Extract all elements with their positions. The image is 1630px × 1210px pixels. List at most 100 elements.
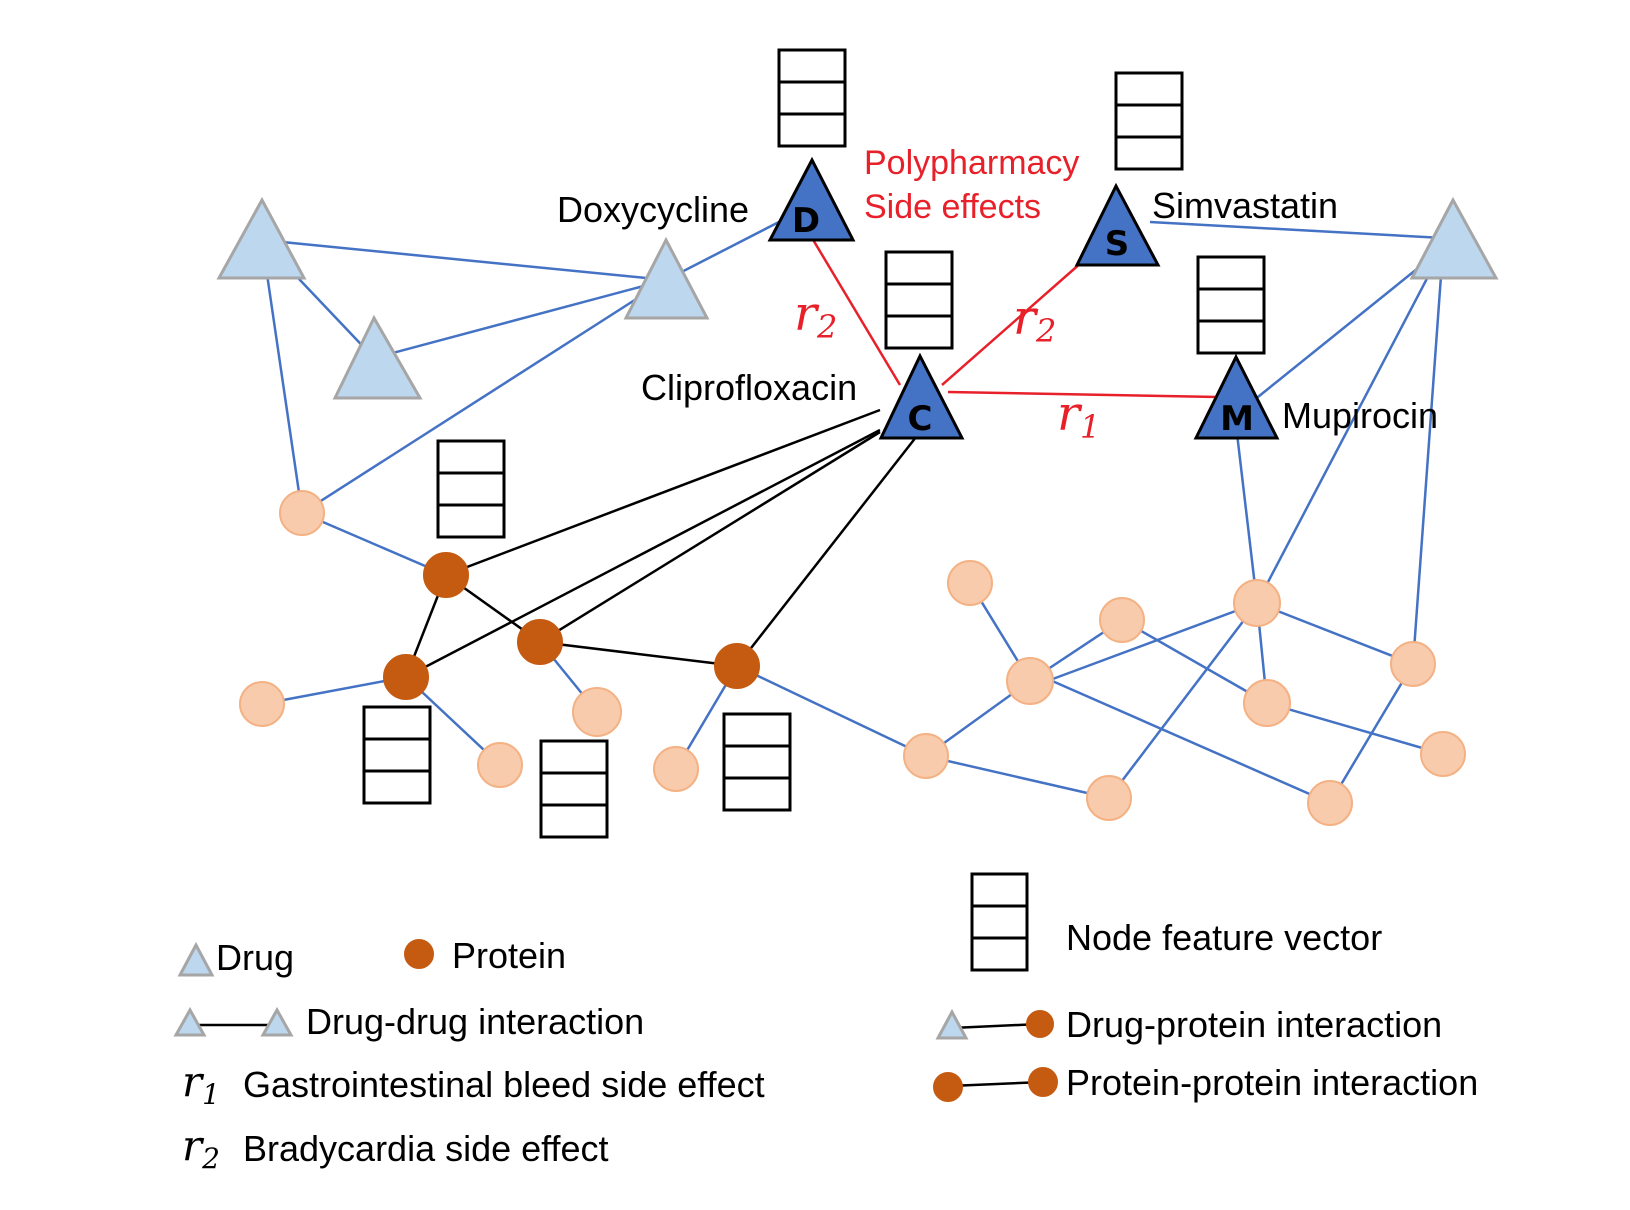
- drug-node-mupirocin: [1193, 353, 1280, 440]
- protein-node: [1243, 679, 1291, 727]
- legend-drug-protein-icon-protein: [1026, 1010, 1054, 1038]
- edge: [1108, 602, 1258, 799]
- protein-nodes-light: [239, 490, 1466, 826]
- protein-nodes-dark: [383, 552, 760, 700]
- drug-nodes-light: [216, 196, 1499, 400]
- protein-node: [572, 687, 622, 737]
- protein-node: [1006, 657, 1054, 705]
- edge: [373, 278, 667, 360]
- feature-vectors: [362, 48, 1266, 839]
- legend-protein-protein-line: [949, 1080, 1044, 1088]
- black-edges: [404, 408, 921, 679]
- edge: [736, 664, 927, 758]
- edge: [1247, 247, 1444, 406]
- feature-vector: [436, 439, 506, 539]
- legend-drug-drug-icon-right: [260, 1006, 294, 1037]
- edge: [1234, 424, 1259, 604]
- protein-node: [1086, 775, 1132, 821]
- label-simvastatin: Simvastatin: [1152, 185, 1338, 226]
- protein-node: [947, 560, 993, 606]
- protein-node: [903, 733, 949, 779]
- legend-r1-label: Gastrointestinal bleed side effect: [243, 1064, 765, 1105]
- edge: [301, 511, 447, 577]
- label-doxycycline: Doxycycline: [557, 189, 749, 230]
- edge: [925, 754, 1110, 800]
- legend-r1-symbol: r1: [182, 1057, 220, 1111]
- edge: [1121, 618, 1268, 705]
- drug-name-labels: Doxycycline Simvastatin Cliprofloxacin M…: [557, 185, 1438, 436]
- legend: Drug Protein Node feature vector Drug-dr…: [173, 872, 1478, 1175]
- protein-node: [714, 643, 760, 689]
- edge: [260, 239, 304, 514]
- protein-node: [423, 552, 469, 598]
- side-effect-edge-c-s: [941, 261, 1083, 386]
- drug-node: [623, 236, 710, 320]
- protein-node: [1420, 731, 1466, 777]
- protein-node: [517, 619, 563, 665]
- edge: [539, 430, 881, 644]
- feature-vector: [539, 739, 609, 839]
- edge: [1266, 701, 1444, 756]
- feature-vector: [777, 48, 847, 148]
- legend-protein-protein-icon-left: [933, 1072, 963, 1102]
- drug-letter-m: M: [1220, 399, 1254, 439]
- red-edges: [810, 237, 1219, 399]
- drug-node: [332, 314, 423, 400]
- edge: [445, 408, 881, 577]
- protein-node: [279, 490, 325, 536]
- drug-node-doxycycline: [767, 156, 856, 242]
- legend-drug-protein-icon-drug: [935, 1008, 969, 1040]
- legend-r2-symbol: r2: [182, 1121, 220, 1175]
- edge: [1149, 220, 1444, 240]
- relation-label-r1: r1: [1057, 386, 1100, 446]
- drug-node: [1409, 196, 1499, 280]
- protein-node: [1099, 597, 1145, 643]
- drug-node-simvastatin: [1074, 182, 1161, 267]
- drug-nodes-labeled: D S C M: [767, 156, 1280, 440]
- relation-label-r2-left: r2: [794, 286, 837, 346]
- edge: [301, 278, 667, 515]
- edge: [539, 640, 738, 668]
- protein-node: [1390, 641, 1436, 687]
- feature-vector: [884, 250, 954, 350]
- drug-letter-d: D: [792, 201, 820, 241]
- feature-vector: [722, 712, 792, 812]
- annotation-line-1: Polypharmacy: [864, 144, 1079, 182]
- protein-node: [1307, 780, 1353, 826]
- drug-node-cliprofloxacin: [878, 352, 965, 440]
- legend-drug-protein-line: [951, 1022, 1041, 1030]
- label-mupirocin: Mupirocin: [1282, 395, 1438, 436]
- protein-node: [477, 742, 523, 788]
- edge: [1328, 663, 1415, 804]
- annotation-line-2: Side effects: [864, 188, 1041, 226]
- label-cliprofloxacin: Cliprofloxacin: [641, 367, 857, 408]
- feature-vector: [1114, 71, 1184, 171]
- relation-label-r2-right: r2: [1013, 290, 1056, 350]
- side-effect-edge-c-m: [947, 390, 1219, 399]
- drug-node: [216, 196, 307, 280]
- legend-drug-drug-label: Drug-drug interaction: [306, 1001, 644, 1042]
- protein-node: [1233, 579, 1281, 627]
- edge: [261, 675, 407, 706]
- protein-node: [383, 654, 429, 700]
- legend-r2-label: Bradycardia side effect: [243, 1128, 609, 1169]
- legend-drug-protein-label: Drug-protein interaction: [1066, 1004, 1442, 1045]
- legend-drug-icon: [177, 941, 215, 977]
- feature-vector: [1196, 255, 1266, 355]
- legend-protein-protein-icon-right: [1028, 1067, 1058, 1097]
- side-effect-edge-d-c: [810, 237, 902, 386]
- legend-feature-vector-label: Node feature vector: [1066, 917, 1382, 958]
- legend-feature-vector-icon: [970, 872, 1029, 972]
- edge: [1255, 247, 1445, 604]
- edge: [1049, 678, 1331, 805]
- relation-labels: r2 r2 r1: [794, 286, 1100, 446]
- edge: [1411, 247, 1445, 665]
- edge: [1049, 601, 1258, 682]
- edge: [261, 238, 667, 282]
- legend-protein-icon: [404, 939, 434, 969]
- polypharmacy-annotation: Polypharmacy Side effects: [864, 144, 1079, 226]
- blue-edges: [260, 203, 1445, 805]
- legend-drug-drug-icon-left: [173, 1006, 207, 1037]
- edge: [405, 428, 881, 679]
